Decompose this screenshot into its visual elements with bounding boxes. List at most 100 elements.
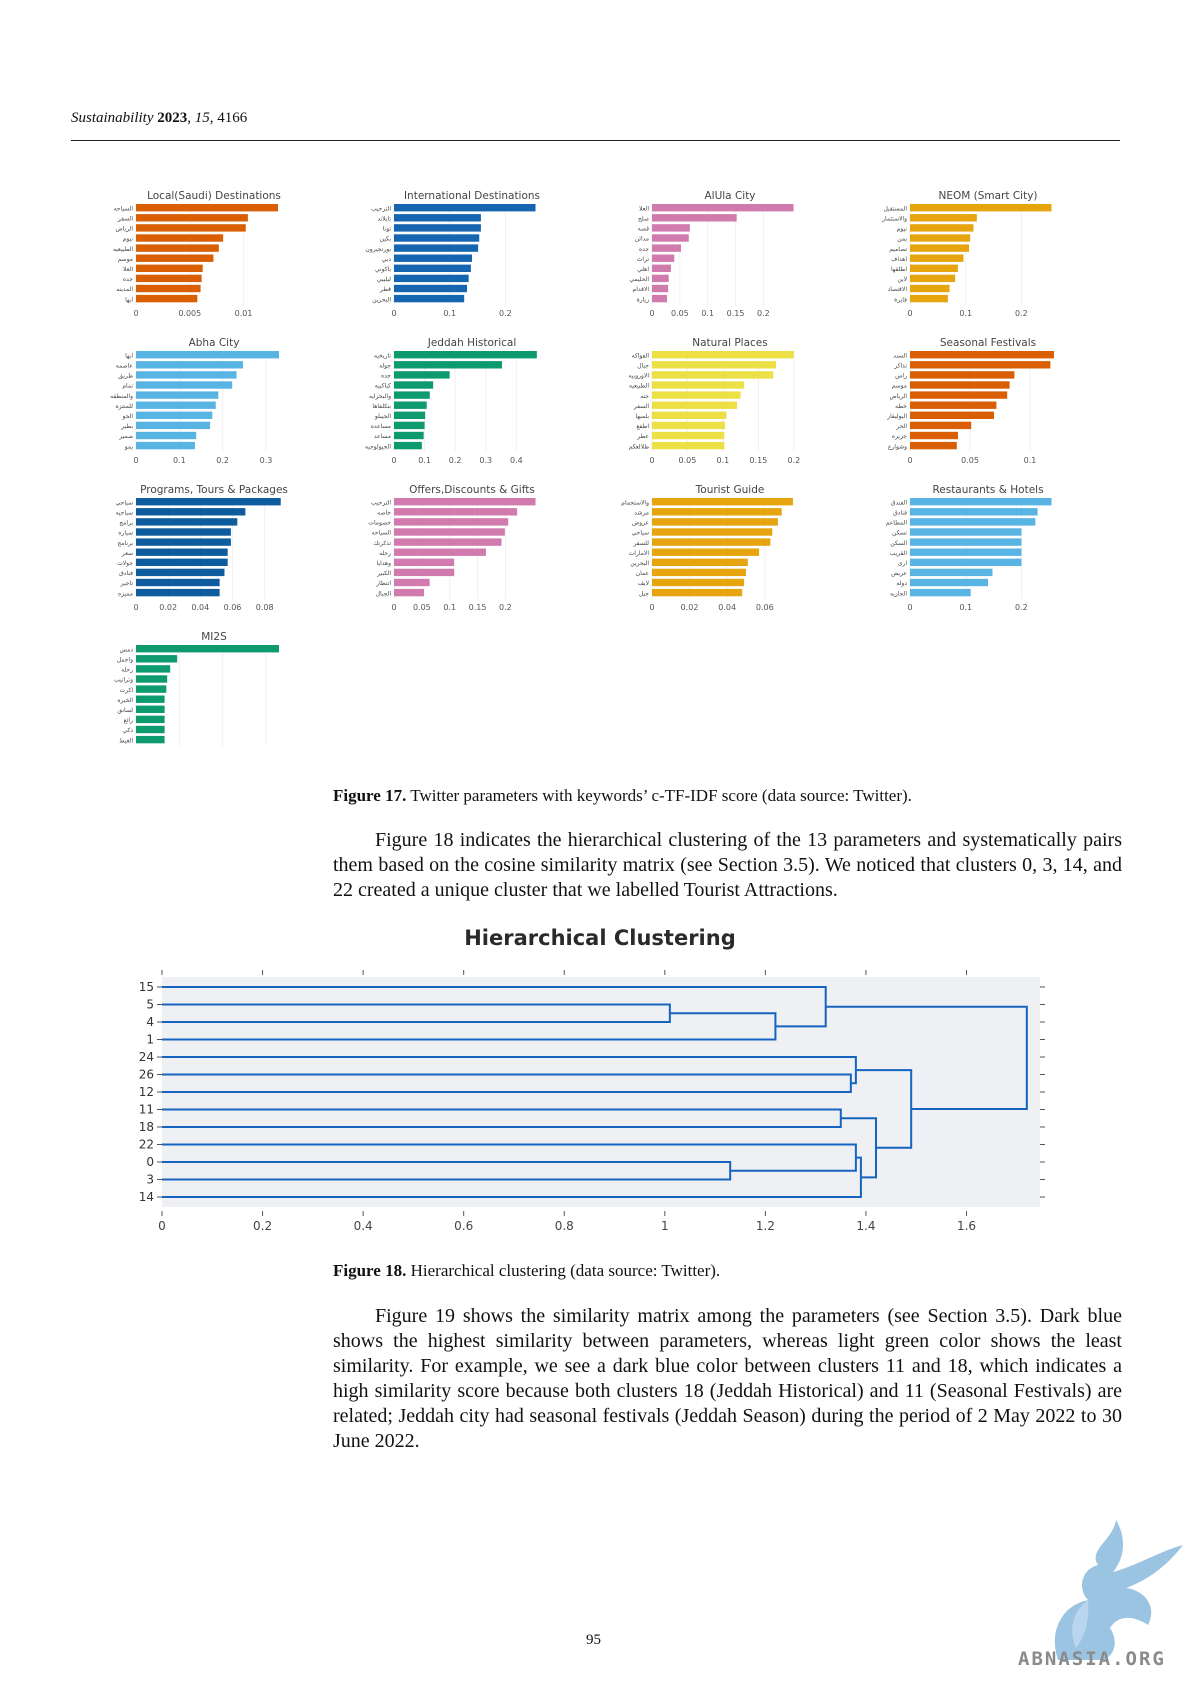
category-label: موسم [892,383,907,390]
category-label: تاريخيه [374,352,391,359]
category-label: رائع [124,717,134,724]
bar [394,284,467,293]
bar [394,528,505,536]
bar [394,391,430,399]
category-label: لاين [897,276,907,283]
category-label: الغيط [119,737,133,744]
bar [910,421,972,430]
bar [910,351,1054,359]
dendrogram-link [162,1156,862,1198]
category-label: جده [639,246,649,253]
bar [910,498,1052,506]
bar-chart-2: International Destinations 0 0.1 0.2 الترحيب… [365,190,540,318]
bar [136,431,197,440]
bar [136,351,279,359]
bar [910,548,1022,556]
category-label: للمنتزه [116,403,134,410]
category-label: ليليبي [377,276,391,283]
category-label: تراث [637,256,650,263]
bar [910,578,988,587]
bar-chart-6: Jeddah Historical 0 0.1 0.2 0.3 0.4 تاريخيه جول… [365,337,537,465]
bar [910,371,1015,379]
category-label: نيوم [897,226,908,233]
bar [910,274,956,283]
figure-18-caption-text: Hierarchical clustering (data source: Tw… [406,1261,721,1280]
category-label: الحر [895,423,907,430]
bar [394,204,536,212]
figure-18-label: Figure 18. [333,1261,407,1280]
category-label: جولات [117,560,133,567]
tick-label: 0.1 [443,603,456,612]
tick-label: 0.1 [1024,456,1037,465]
category-label: جنه [640,393,649,400]
leaf-label: 18 [139,1120,154,1134]
bar [394,421,425,430]
bar [394,371,450,379]
category-label: رحله [121,667,133,674]
tick-label: 0.15 [749,456,767,465]
header-rule [71,140,1120,141]
category-label: قصه [638,226,649,233]
figure-18-caption: Figure 18. Hierarchical clustering (data… [333,1261,720,1281]
tick-label: 0 [649,456,654,465]
bar [652,538,771,546]
tick-label: 0.2 [1015,309,1028,318]
category-label: الطبيعيه [629,383,649,390]
chart-title: Natural Places [692,337,767,349]
category-label: للسفر [632,540,649,547]
bar [652,371,774,379]
bar [910,381,1010,389]
paragraph-figure-19: Figure 19 shows the similarity matrix am… [333,1305,1122,1452]
category-label: السياحه [114,205,134,212]
bar-chart-10: Offers,Discounts & Gifts 0 0.05 0.1 0.15 0.2 ا… [368,484,536,612]
bar [910,528,1022,536]
category-label: قطر [379,286,391,293]
chart-title: Offers,Discounts & Gifts [409,484,535,496]
bar [394,254,472,262]
bar-chart-11: Tourist Guide 0 0.02 0.04 0.06 والاستجمام مرشد… [621,484,793,612]
bar [652,518,778,526]
bar [136,705,165,713]
bar [136,538,231,546]
tick-label: 0.02 [159,603,177,612]
category-label: البحرين [630,560,649,567]
bar [910,264,958,272]
tick-label: 0.05 [413,603,431,612]
bar [136,204,279,212]
category-label: سياحي [632,530,649,537]
bar [136,381,233,389]
bar [394,588,425,597]
tick-label: 0.2 [449,456,462,465]
bar [136,244,219,252]
category-label: عاصمه [116,363,133,370]
bar [136,548,228,556]
x-tick-label: 1.6 [957,1219,976,1233]
bar-chart-7: Natural Places 0 0.05 0.1 0.15 0.2 الفواكه جبال… [629,337,801,465]
bar [394,264,471,272]
category-label: تصاميم [889,246,907,253]
category-label: ابها [125,296,133,303]
bar-chart-12: Restaurants & Hotels 0 0.1 0.2 الفندق فنادق ال… [886,484,1052,612]
tick-label: 0.06 [224,603,242,612]
category-label: تايلاند [377,216,391,223]
dendrogram-link [162,1161,732,1181]
leaf-label: 1 [146,1033,154,1047]
chart-title: Local(Saudi) Destinations [147,190,281,202]
category-label: سياره [118,530,133,537]
category-label: برامج [119,520,133,527]
category-label: فايرة [894,296,907,303]
watermark-text: ABNASIA.ORG [1018,1648,1166,1670]
category-label: لسانق [117,707,133,714]
figure-17-caption: Figure 17. Twitter parameters with keywo… [333,786,912,806]
tick-label: 0.04 [191,603,209,612]
bar [910,204,1052,212]
leaf-label: 12 [139,1085,154,1099]
x-tick-label: 0.6 [454,1219,473,1233]
bar [910,391,1008,399]
category-label: عمان [636,570,649,577]
x-tick-label: 1.2 [756,1219,775,1233]
bar-chart-1: Local(Saudi) Destinations 0 0.005 0.01 السيا… [113,190,281,318]
tick-label: 0.3 [260,456,273,465]
tick-label: 0.01 [235,309,253,318]
tick-label: 0.04 [718,603,736,612]
